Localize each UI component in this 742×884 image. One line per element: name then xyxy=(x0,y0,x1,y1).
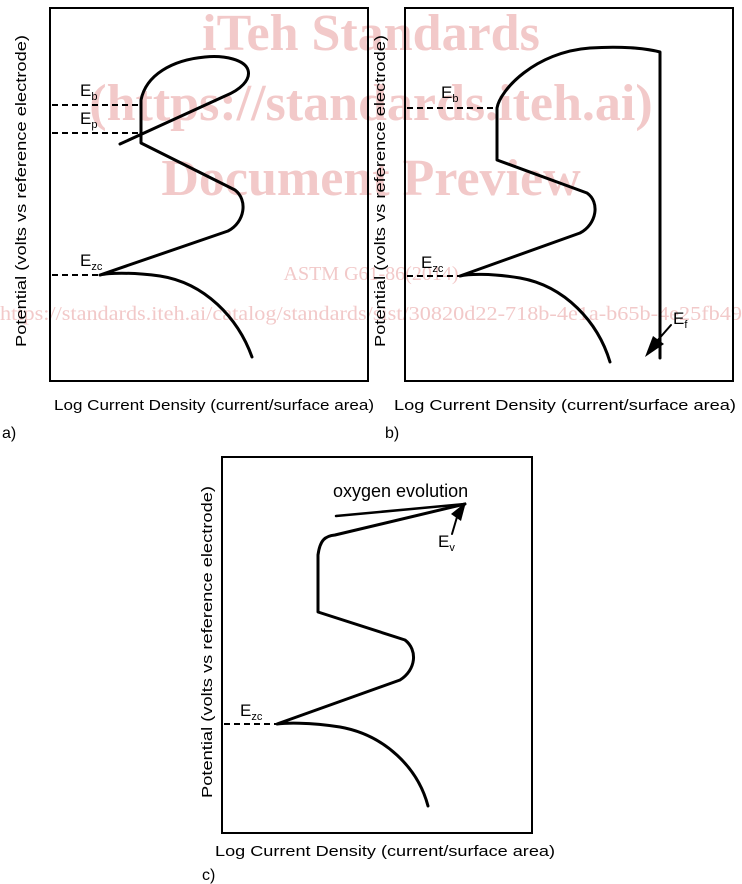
panel-c-ev-label: Ev xyxy=(438,532,455,554)
panel-a-curve xyxy=(98,55,254,359)
panel-c-curve xyxy=(275,502,467,808)
panel-c-ev-arrowhead xyxy=(451,502,466,521)
panel-a-ezc-label: Ezc xyxy=(80,251,103,273)
panel-c: oxygen evolution Ev Ezc Potential (volts… xyxy=(199,456,555,884)
panel-b-ezc-label: Ezc xyxy=(421,253,444,275)
watermark: iTeh Standards (https://standards.iteh.a… xyxy=(0,5,742,325)
panel-c-letter: c) xyxy=(202,867,215,884)
panel-b-eb-label: Eb xyxy=(441,83,458,105)
panel-c-xlabel: Log Current Density (current/surface are… xyxy=(215,843,555,860)
panel-b-letter: b) xyxy=(385,425,399,442)
panel-c-ev-arrow-shaft xyxy=(451,516,458,535)
watermark-line-4: ASTM G61-86(2014) xyxy=(284,263,459,285)
panel-b-ef-arrow-shaft xyxy=(656,324,672,342)
panel-a-ep-label: Ep xyxy=(80,109,97,131)
panel-b-ylabel: Potential (volts vs reference electrode) xyxy=(372,35,389,347)
panel-a-frame xyxy=(49,7,369,382)
watermark-line-1: iTeh Standards xyxy=(202,5,540,62)
panel-c-ezc-label: Ezc xyxy=(240,701,263,723)
watermark-line-5: https://standards.iteh.ai/catalog/standa… xyxy=(0,303,742,325)
panel-c-oxygen-evolution-line xyxy=(334,502,467,518)
watermark-line-2: (https://standards.iteh.ai) xyxy=(89,75,652,132)
panel-b-frame xyxy=(404,7,734,382)
panel-a-ylabel: Potential (volts vs reference electrode) xyxy=(13,35,30,347)
panel-c-oxygen-evolution-label: oxygen evolution xyxy=(333,481,468,501)
panel-b-xlabel: Log Current Density (current/surface are… xyxy=(394,397,736,414)
panel-a: Eb Ep Ezc Potential (volts vs reference … xyxy=(2,7,374,442)
panel-b-curve xyxy=(458,45,662,364)
panel-b: Eb Ezc Ef Potential (volts vs reference … xyxy=(372,7,736,442)
panel-c-frame xyxy=(221,456,533,834)
watermark-line-3: Document Preview xyxy=(161,150,581,207)
panel-a-xlabel: Log Current Density (current/surface are… xyxy=(54,397,374,414)
panel-b-ef-label: Ef xyxy=(673,309,688,331)
panel-c-ylabel: Potential (volts vs reference electrode) xyxy=(199,486,216,798)
panel-a-eb-label: Eb xyxy=(80,81,97,103)
panel-a-letter: a) xyxy=(2,425,16,442)
panel-b-ef-arrowhead xyxy=(645,336,664,357)
